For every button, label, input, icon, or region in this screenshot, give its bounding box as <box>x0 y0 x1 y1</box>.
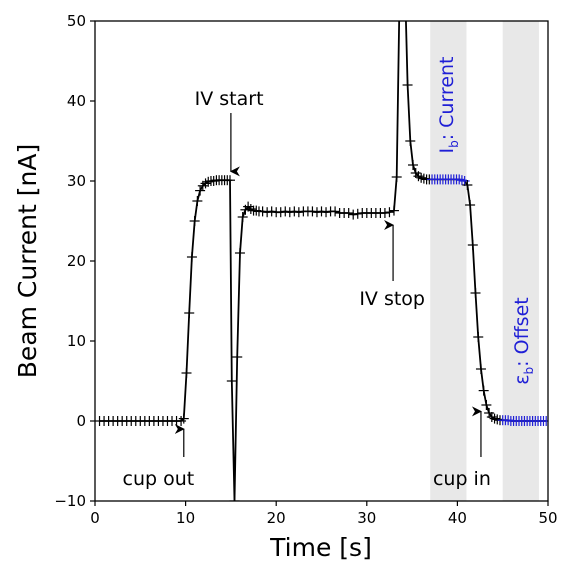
data-point <box>257 206 268 217</box>
data-point <box>462 180 473 190</box>
data-point <box>486 412 497 422</box>
data-point <box>226 376 237 386</box>
x-tick-label: 10 <box>176 509 195 527</box>
data-point <box>413 171 424 182</box>
data-point <box>492 414 503 425</box>
annotations-layer: IV start IV stop cup out cup in Ib: Current ε… <box>123 56 537 490</box>
data-point <box>330 206 341 217</box>
data-point <box>384 207 395 218</box>
data-point <box>266 206 277 217</box>
data-point <box>394 0 404 10</box>
data-point <box>416 172 427 183</box>
y-tick-label: 20 <box>67 252 86 270</box>
data-markers-layer <box>95 0 548 501</box>
data-point <box>405 136 416 146</box>
data-point <box>541 416 548 426</box>
series-line <box>99 21 547 501</box>
data-point <box>275 207 286 218</box>
data-point <box>192 196 203 206</box>
data-point <box>245 204 256 214</box>
data-point <box>321 207 332 218</box>
shaded-region-0 <box>430 21 467 501</box>
data-point <box>459 176 470 186</box>
data-point <box>343 208 354 218</box>
data-point <box>454 174 465 185</box>
data-point <box>484 408 495 418</box>
y-tick-label: 10 <box>67 332 86 350</box>
data-point <box>402 80 413 90</box>
vertical-annotation: Ib: Current <box>436 56 461 153</box>
data-point <box>470 288 481 298</box>
vertical-annotation: εb: Offset <box>511 297 536 384</box>
annotation-label: cup out <box>123 468 195 490</box>
y-axis-label: Beam Current [nA] <box>13 144 42 378</box>
data-point <box>232 352 243 362</box>
data-point <box>203 176 214 187</box>
x-axis-label: Time [s] <box>269 533 372 562</box>
annotation-label: cup in <box>433 468 491 490</box>
y-tick-label: 50 <box>67 12 86 30</box>
data-point <box>316 206 327 217</box>
plot-frame <box>94 20 549 502</box>
x-tick-label: 0 <box>90 509 100 527</box>
data-point <box>467 240 478 250</box>
data-point <box>262 207 273 218</box>
y-tick-label: −10 <box>54 492 86 510</box>
x-tick-label: 50 <box>538 509 557 527</box>
data-point <box>408 160 419 170</box>
x-axis-ticks: 0 10 20 30 40 50 <box>90 501 558 527</box>
data-point <box>293 207 304 218</box>
data-point <box>348 209 359 220</box>
x-tick-label: 40 <box>448 509 467 527</box>
data-point <box>307 206 318 217</box>
data-point <box>289 206 300 217</box>
data-point <box>311 207 322 218</box>
y-tick-label: 30 <box>67 172 86 190</box>
shaded-region-1 <box>502 21 539 501</box>
data-point <box>284 207 295 218</box>
data-point <box>184 308 195 318</box>
data-point <box>456 175 467 186</box>
data-point <box>473 332 484 342</box>
data-line-layer <box>99 21 547 501</box>
data-point <box>465 200 476 210</box>
data-point <box>224 175 235 186</box>
data-point <box>200 178 211 189</box>
data-point <box>189 216 200 226</box>
data-point <box>489 413 500 424</box>
y-tick-label: 40 <box>67 92 86 110</box>
data-point <box>197 180 208 191</box>
data-point <box>237 212 248 222</box>
data-point <box>379 208 390 218</box>
data-point <box>418 173 429 184</box>
data-point <box>280 206 291 217</box>
data-point <box>478 385 489 396</box>
shaded-regions <box>430 21 539 501</box>
y-tick-label: 0 <box>76 412 86 430</box>
data-point <box>208 176 219 186</box>
y-axis-ticks: −10 0 10 20 30 40 50 <box>54 12 95 510</box>
data-point <box>186 252 197 262</box>
data-point <box>181 368 192 378</box>
data-point <box>503 415 514 426</box>
annotation-label: IV start <box>195 88 264 110</box>
annotation-label: IV stop <box>359 288 425 310</box>
data-point <box>352 208 363 219</box>
x-tick-label: 30 <box>357 509 376 527</box>
data-point <box>388 205 399 216</box>
data-point <box>481 400 492 410</box>
data-point <box>234 248 245 258</box>
data-point <box>251 205 262 216</box>
data-point <box>229 496 240 501</box>
data-point <box>243 201 254 212</box>
data-point <box>178 413 189 424</box>
data-point <box>195 185 206 196</box>
data-point <box>391 172 402 182</box>
x-tick-label: 20 <box>267 509 286 527</box>
data-point <box>475 364 486 374</box>
